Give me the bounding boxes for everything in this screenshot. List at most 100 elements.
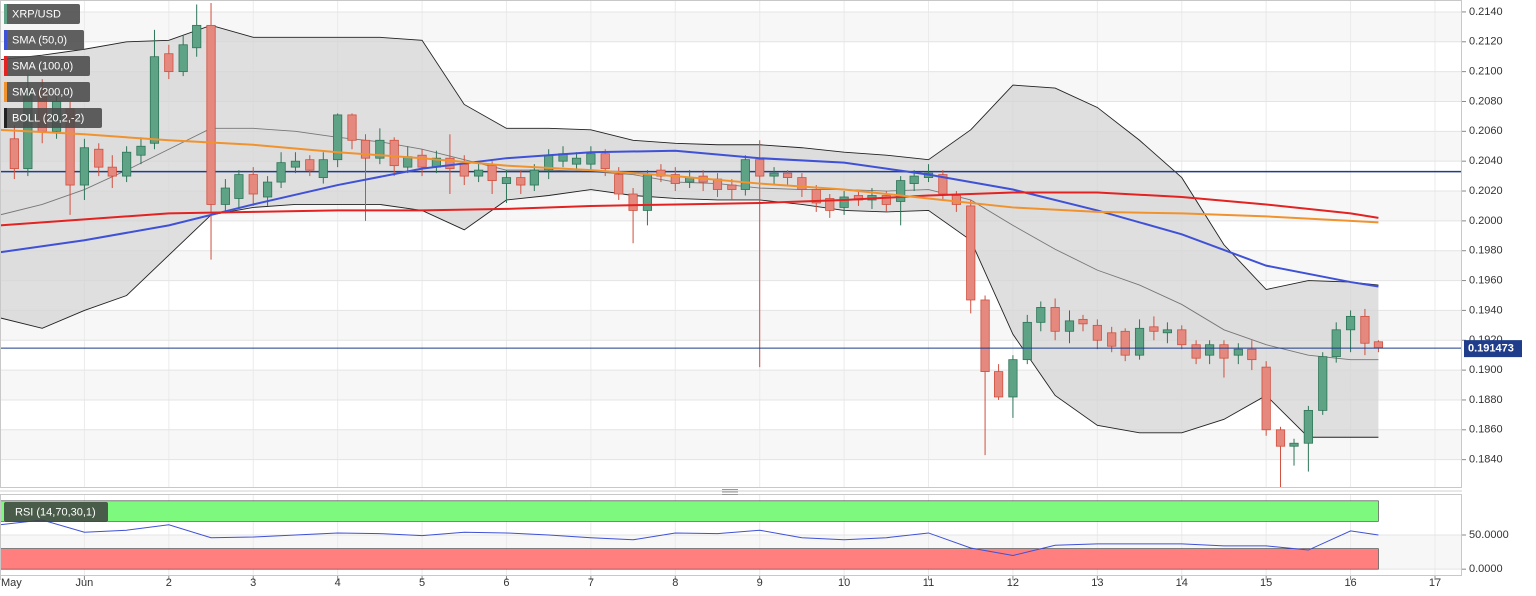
candle-body (1064, 320, 1075, 332)
legend-label: BOLL (20,2,-2) (12, 112, 84, 124)
candle-body (276, 162, 286, 183)
candle-body (1134, 327, 1145, 356)
candle-body (980, 299, 990, 372)
legend-box (4, 502, 108, 522)
candle-body (727, 184, 737, 190)
rsi-zone (0, 500, 1379, 522)
candle-body (1078, 318, 1088, 325)
candle-body (1303, 409, 1313, 444)
candle-body (318, 159, 328, 178)
candle-body (769, 172, 779, 177)
candle-body (474, 169, 484, 177)
candle-body (516, 177, 526, 186)
y-tick-label: 0.0000 (1469, 563, 1503, 575)
legend-box (4, 82, 90, 102)
candle-body (881, 195, 891, 205)
candle-body (1261, 366, 1271, 431)
candle-body (1191, 344, 1201, 359)
y-tick-label: 0.2100 (1469, 66, 1503, 78)
y-tick-label: 0.1840 (1469, 454, 1503, 466)
candle-body (993, 371, 1004, 398)
candle-body (1373, 341, 1384, 349)
candle-body (1247, 348, 1257, 361)
bollinger-band (0, 25, 1379, 438)
candle-body (600, 153, 610, 170)
legend-swatch (4, 56, 7, 76)
candle-body (107, 166, 117, 177)
x-tick-label: 6 (503, 577, 509, 589)
candle-body (839, 196, 849, 208)
candle-body (164, 53, 174, 73)
y-tick-label: 0.1860 (1469, 424, 1503, 436)
bollinger-middle (0, 127, 1379, 361)
candle-body (1120, 330, 1130, 356)
candle-body (1107, 332, 1117, 347)
candle-body (234, 174, 244, 199)
candle-body (811, 189, 821, 204)
candle-body (1022, 321, 1032, 361)
x-tick-label: 14 (1176, 577, 1188, 589)
x-tick-label: May (1, 577, 22, 589)
x-tick-label: 10 (838, 577, 850, 589)
candle-body (1008, 359, 1018, 398)
candle-body (79, 147, 89, 186)
candle-body (951, 195, 961, 205)
candle-body (1036, 307, 1046, 323)
candle-body (1345, 315, 1356, 331)
candle-body (1177, 329, 1187, 346)
y-tick-label: 0.1960 (1469, 274, 1503, 286)
candle-body (389, 139, 399, 167)
legend-label: RSI (14,70,30,1) (15, 506, 96, 518)
candle-body (529, 169, 539, 186)
candle-body (614, 174, 624, 195)
candle-body (262, 181, 273, 198)
y-tick-label: 0.1940 (1469, 304, 1503, 316)
candle-body (347, 114, 357, 141)
x-tick-label: 2 (166, 577, 172, 589)
rsi-line (0, 519, 1379, 557)
x-tick-label: 16 (1344, 577, 1356, 589)
y-tick-label: 0.1900 (1469, 364, 1503, 376)
candle-body (360, 139, 371, 159)
candle-body (305, 159, 315, 171)
candle-body (656, 169, 666, 177)
sma-line (0, 128, 1379, 224)
legend-swatch (4, 108, 7, 128)
candle-body (445, 157, 455, 170)
candle-body (192, 24, 202, 49)
legend-label: SMA (50,0) (12, 34, 67, 46)
x-tick-label: 4 (335, 577, 341, 589)
legend-swatch (4, 30, 7, 50)
legend-swatch (4, 82, 7, 102)
candle-body (755, 159, 765, 177)
y-tick-label: 0.2080 (1469, 95, 1503, 107)
legend-label: SMA (200,0) (12, 86, 73, 98)
candle-body (571, 157, 582, 165)
candle-body (1331, 329, 1341, 358)
y-tick-label: 0.2000 (1469, 215, 1503, 227)
x-tick-label: 17 (1429, 577, 1441, 589)
candle-body (1162, 329, 1172, 334)
candle-body (1205, 344, 1215, 356)
x-tick-label: 15 (1260, 577, 1272, 589)
x-tick-label: 12 (1007, 577, 1019, 589)
plot-border (0, 0, 1462, 488)
candle-body (782, 172, 793, 178)
candle-body (122, 151, 132, 177)
candle-body (149, 56, 160, 144)
x-tick-label: 7 (588, 577, 594, 589)
candle-body (966, 205, 976, 301)
candle-body (417, 154, 427, 168)
candle-body (487, 165, 497, 181)
y-tick-label: 0.2140 (1469, 6, 1503, 18)
sma-line (0, 191, 1379, 227)
candle-body (1289, 442, 1299, 447)
legend-swatch (4, 4, 7, 24)
candle-body (586, 153, 596, 165)
candle-body (740, 159, 750, 190)
x-tick-label: 9 (757, 577, 763, 589)
x-tick-label: Jun (76, 577, 94, 589)
legend-label: SMA (100,0) (12, 60, 73, 72)
candle-body (1219, 344, 1229, 359)
sma-line (0, 149, 1379, 288)
